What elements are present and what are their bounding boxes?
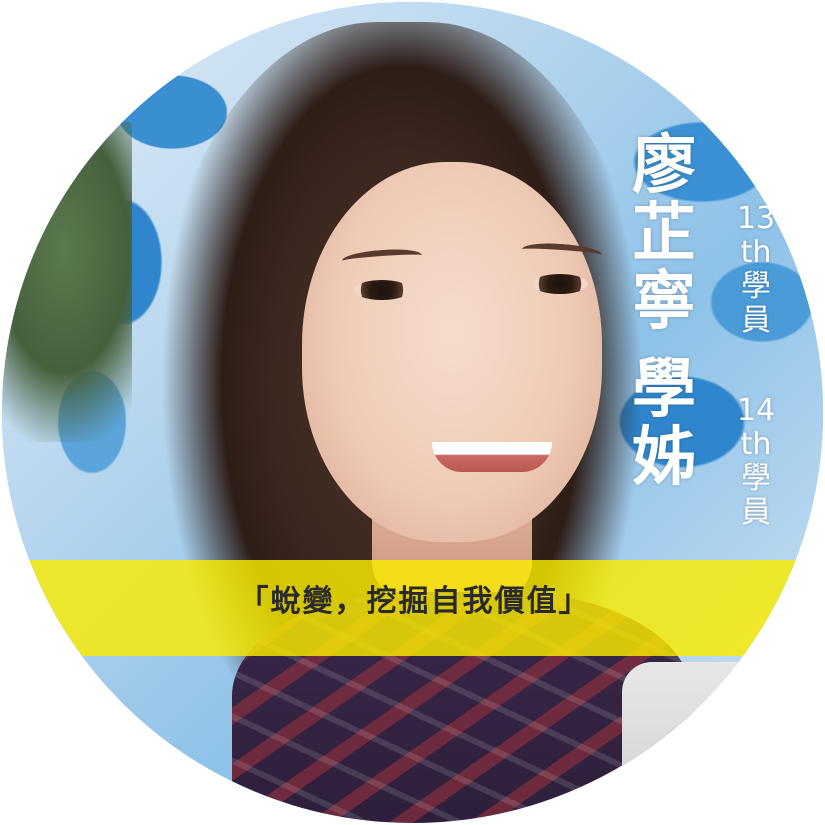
name-char: 寧 bbox=[632, 265, 696, 339]
cohort-number: 14 bbox=[736, 393, 776, 428]
title-char: 學 bbox=[632, 353, 696, 427]
title-char: 姊 bbox=[632, 421, 696, 495]
right-eye bbox=[532, 274, 588, 294]
quote-banner bbox=[2, 560, 823, 656]
white-sweater bbox=[622, 662, 762, 823]
smile bbox=[432, 442, 552, 472]
cohort-label: 13 th 學 員 bbox=[726, 202, 786, 338]
person-name: 廖 芷 寧 學 姊 bbox=[624, 132, 704, 492]
cohort-suffix: th bbox=[740, 427, 772, 462]
cohort-role-char: 學 bbox=[741, 461, 771, 496]
background-trees bbox=[2, 122, 132, 442]
cohort-suffix: th bbox=[740, 235, 772, 270]
quote-text: 「蛻變，挖掘自我價值」 bbox=[238, 584, 591, 619]
cohort-label: 14 th 學 員 bbox=[726, 394, 786, 530]
cohort-role-char: 員 bbox=[741, 303, 771, 338]
left-eye bbox=[354, 280, 410, 300]
cohort-role-char: 學 bbox=[741, 269, 771, 304]
cohort-number: 13 bbox=[736, 201, 776, 236]
cohort-role-char: 員 bbox=[741, 495, 771, 530]
name-char: 廖 bbox=[632, 129, 696, 203]
portrait-face bbox=[302, 162, 602, 542]
name-char: 芷 bbox=[632, 197, 696, 271]
